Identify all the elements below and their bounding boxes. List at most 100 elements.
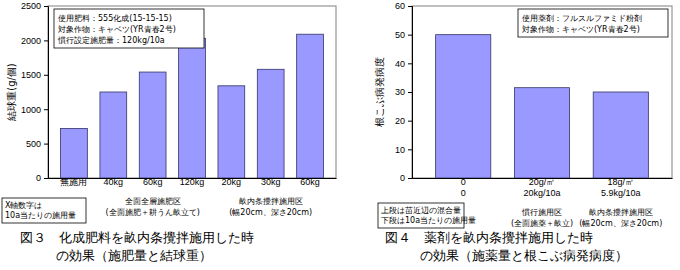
bars [436,35,649,178]
text-line: 図３ 化成肥料を畝内条攪拌施用した時 [20,230,254,245]
bar [514,88,569,178]
tick-label: 60kg [300,177,320,187]
tick-label: 10 [395,145,405,155]
tick-mark [408,121,412,122]
tick-label: 1000 [21,105,41,115]
text-line: 5.9kg/10a [601,188,641,198]
info-text: 対象作物：キャベツ(YR青春2号) [58,25,176,34]
tick-label: 無施用 [60,177,87,187]
tick-label: 2500 [21,1,41,11]
text-line: 慣行施用区 [521,208,562,217]
figure: 05001000150020002500無施用40kg60kg120kg20kg… [0,0,680,270]
chart: 01020304050600020g/㎡20kg/10a18g/㎡5.9kg/1… [374,1,673,263]
y-axis: 0 10 20 30 40 50 60 [395,1,413,183]
plot-frame [412,6,672,178]
bar [179,38,206,178]
info-text: 慣行設定施肥量：120kg/10a [57,36,165,45]
tick: 60kg [143,177,163,187]
text-line: 全面全層施肥区 [125,197,181,206]
bar [257,69,284,178]
tick-label: 60kg [143,177,163,187]
text-line: X軸数字は [5,201,42,210]
text-line: 20kg/10a [523,188,560,198]
bar [593,92,648,178]
text-line: 畝内条攪拌施用区 [589,208,653,217]
text-line: (全面施肥＋耕うん畝立て) [106,208,200,217]
bars [61,34,324,178]
tick-mark [44,75,48,76]
tick-mark [44,40,48,41]
text-line: 下段は10a当たりの施用量 [381,216,476,225]
chart: 05001000150020002500無施用40kg60kg120kg20kg… [2,1,337,263]
tick: 00 [461,177,466,198]
tick-mark [408,63,412,64]
text-line: 60kg [143,177,163,187]
tick: 2500 [21,1,48,11]
y-axis-title: 根こぶ病発病度 [374,57,385,127]
caption: 図３ 化成肥料を畝内条攪拌施用した時の効果（施肥量と結球重） [20,230,254,263]
tick-label: 18g/㎡5.9kg/10a [601,177,641,198]
tick: 20g/㎡20kg/10a [523,177,560,198]
tick-label: 00 [461,177,466,198]
text-line: 図４ 薬剤を畝内条攪拌施用した時 [385,230,593,245]
tick-mark [408,6,412,7]
tick: 30kg [261,177,281,187]
tick-label: 120kg [180,177,205,187]
text-line: 0 [461,188,466,198]
tick: 0 [36,173,48,183]
bar [297,34,324,178]
tick: 0 [400,173,412,183]
tick: 40kg [104,177,124,187]
text-line: 0 [461,177,466,187]
y-axis-title: 結球重(g/個) [6,63,17,122]
note-box [2,198,86,223]
bar [61,128,88,178]
tick-label: 20kg [222,177,242,187]
text-line: の効果（施肥量と結球重） [56,248,212,263]
note-text: 上段は苗近辺の混合量下段は10a当たりの施用量 [381,206,476,225]
text-line: (全面施薬＋畝立) [511,219,573,228]
caption: 図４ 薬剤を畝内条攪拌施用した時の効果（施薬量と根こぶ病発病度） [385,230,628,263]
tick-label: 2000 [21,36,41,46]
tick: 18g/㎡5.9kg/10a [601,177,641,198]
tick-label: 20 [395,116,405,126]
tick-mark [44,144,48,145]
x-axis: 00 20g/㎡20kg/10a 18g/㎡5.9kg/10a [413,177,673,198]
tick-mark [408,149,412,150]
tick: 120kg [180,177,205,187]
group-label: 畝内条攪拌施用区 (幅20cm、深さ20cm) [579,208,662,228]
info-text: 対象作物：キャベツ(YR青春2号) [522,25,640,34]
info-text: 使用肥料：555化成(15-15-15) [58,14,172,23]
axis-line [44,7,49,179]
text-line: 10a当たりの施用量 [5,211,76,220]
bar [139,72,166,178]
tick: 50 [395,30,412,40]
tick-mark [44,178,48,179]
tick-label: 50 [395,30,405,40]
tick-label: 0 [36,173,41,183]
text-line: の効果（施薬量と根こぶ病発病度） [420,248,628,263]
text-line: 上段は苗近辺の混合量 [381,206,461,215]
tick-label: 500 [26,139,41,149]
text-line: 18g/㎡ [608,177,635,187]
tick: 2000 [21,36,48,46]
tick: 30 [395,87,412,97]
bar [218,86,245,178]
text-line: 120kg [180,177,205,187]
text-line: 40kg [104,177,124,187]
tick: 20kg [222,177,242,187]
bar [436,35,491,178]
tick-mark [408,35,412,36]
tick: 10 [395,145,412,155]
text-line: (幅20cm、深さ20cm) [579,219,662,228]
tick: 500 [26,139,48,149]
tick: 1000 [21,105,48,115]
tick-label: 30 [395,87,405,97]
info-box [54,9,204,48]
tick-label: 40 [395,59,405,69]
tick: 60 [395,1,412,11]
tick-label: 0 [400,173,405,183]
tick-mark [44,109,48,110]
axis-line [408,7,413,179]
info-box [518,9,668,37]
